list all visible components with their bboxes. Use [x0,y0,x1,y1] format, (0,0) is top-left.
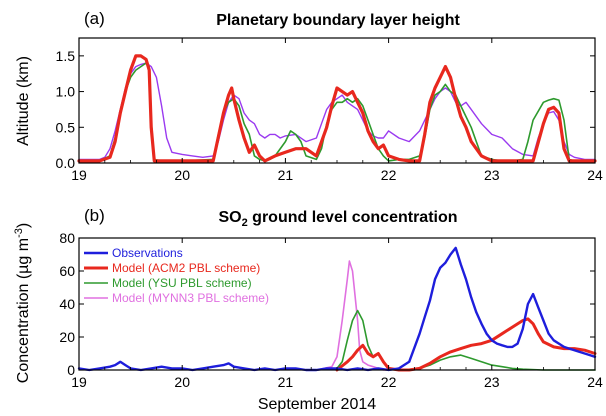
x-tick-label: 24 [587,167,603,183]
panel-b-ticks: 19 20 21 22 23 24 0 20 40 60 80 [59,230,603,390]
panel-b-ylabel-part: ) [15,223,32,228]
y-tick-label: 0 [67,362,75,378]
x-tick-label: 23 [484,167,500,183]
legend-label: Model (YSU PBL scheme) [112,276,252,290]
panel-b-xlabel: September 2014 [258,396,376,413]
panel-b-title-part: ground level concentration [248,209,458,226]
legend-label: Model (ACM2 PBL scheme) [112,261,260,275]
panel-a-title: Planetary boundary layer height [216,12,460,29]
legend-label: Observations [112,246,183,260]
panel-a-frame [78,37,596,164]
panel-b-title: SO2 ground level concentration [218,209,457,229]
panel-b-label: (b) [84,206,105,225]
y-tick-label: 0.5 [56,119,76,135]
y-tick-label: 60 [59,263,75,279]
panel-b-ylabel-part: Concentration ( [15,273,32,383]
y-tick-label: 0.0 [56,155,76,171]
panel-b-title-subscript: 2 [242,217,248,229]
panel-a: (a) Planetary boundary layer height Alti… [15,9,603,183]
x-tick-label: 24 [587,374,603,390]
y-tick-label: 1.0 [56,84,76,100]
legend-label: Model (MYNN3 PBL scheme) [112,291,269,305]
panel-b-title-part: SO [218,209,241,226]
series-line [335,317,597,372]
x-tick-label: 21 [278,374,294,390]
panel-a-label: (a) [84,9,105,28]
panel-a-ticks: 19 20 21 22 23 24 0.0 0.5 1.0 1.5 [56,38,603,183]
x-tick-label: 19 [71,167,87,183]
series-line [77,54,597,163]
x-tick-label: 20 [174,374,190,390]
y-tick-label: 20 [59,329,75,345]
x-tick-label: 22 [381,167,397,183]
panel-b: (b) SO2 ground level concentration Conce… [13,206,603,413]
series-line [77,246,597,372]
x-tick-label: 23 [484,374,500,390]
panel-b-ylabel-superscript: -3 [13,228,25,238]
panel-b-ylabel-part: g m [15,238,32,265]
panel-a-series [77,54,597,163]
panel-a-ylabel: Altitude (km) [15,56,32,146]
x-tick-label: 22 [381,374,397,390]
series-line [78,62,596,161]
x-tick-label: 21 [278,167,294,183]
x-tick-label: 19 [71,374,87,390]
panel-b-ylabel-mu: µ [15,265,32,274]
panel-b-ylabel: Concentration (µg m-3) [13,223,32,383]
y-tick-label: 1.5 [56,48,76,64]
y-tick-label: 80 [59,230,75,246]
x-tick-label: 20 [174,167,190,183]
y-tick-label: 40 [59,296,75,312]
